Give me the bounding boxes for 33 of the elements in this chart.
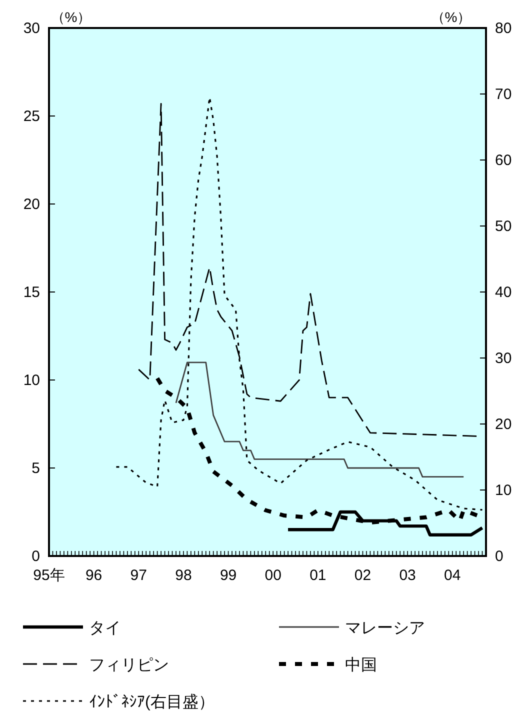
- y2-tick-label: 10: [495, 482, 512, 499]
- y2-tick-label: 70: [495, 86, 512, 103]
- y2-tick-label: 0: [495, 548, 504, 565]
- x-tick-label: 95年: [33, 567, 65, 584]
- x-tick-label: 97: [130, 567, 147, 584]
- y-tick-label: 15: [23, 284, 40, 301]
- y2-tick-label: 20: [495, 416, 512, 433]
- y2-tick-label: 60: [495, 152, 512, 169]
- y-tick-label: 20: [23, 196, 40, 213]
- y-tick-label: 25: [23, 108, 40, 125]
- legend-label: タイ: [89, 620, 121, 637]
- x-tick-label: 01: [310, 567, 326, 584]
- legend-label: マレーシア: [345, 620, 425, 637]
- y2-tick-label: 50: [495, 218, 512, 235]
- y-tick-label: 10: [23, 372, 40, 389]
- y-axis-title: （%）: [50, 9, 92, 25]
- y-tick-label: 30: [23, 20, 40, 37]
- legend-label: 中国: [345, 656, 377, 674]
- y-tick-label: 5: [32, 460, 40, 477]
- x-tick-label: 00: [264, 567, 282, 584]
- y2-tick-label: 30: [495, 350, 512, 367]
- y2-axis-title: （%）: [430, 9, 472, 25]
- x-tick-label: 03: [399, 567, 416, 584]
- x-tick-label: 04: [444, 567, 461, 584]
- legend-label: フィリピン: [89, 657, 169, 674]
- x-tick-label: 96: [85, 567, 102, 584]
- legend-label: ｲﾝﾄﾞﾈｼｱ(右目盛）: [89, 693, 214, 711]
- x-tick-label: 98: [175, 567, 192, 584]
- y-tick-label: 0: [32, 548, 40, 565]
- y2-tick-label: 40: [495, 284, 512, 301]
- y2-tick-label: 80: [495, 20, 512, 37]
- x-tick-label: 99: [220, 567, 237, 584]
- x-tick-label: 02: [354, 567, 372, 584]
